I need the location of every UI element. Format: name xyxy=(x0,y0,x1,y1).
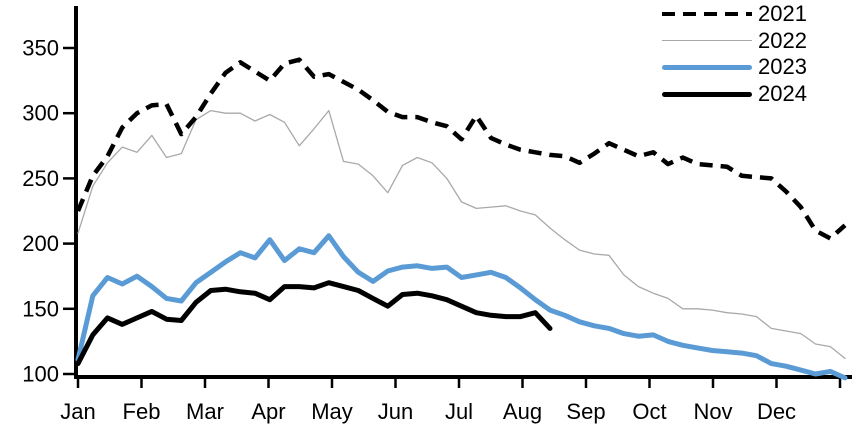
legend-item-2021: 2021 xyxy=(662,1,807,28)
y-tick-label: 250 xyxy=(22,166,59,191)
legend-item-2024: 2024 xyxy=(662,81,807,108)
legend-label-2024: 2024 xyxy=(758,81,807,107)
y-tick-label: 100 xyxy=(22,362,59,387)
x-tick-label: Dec xyxy=(757,399,796,424)
series-line-2021 xyxy=(75,57,847,241)
legend-sample-2021 xyxy=(662,12,752,17)
y-tick-label: 200 xyxy=(22,231,59,256)
x-tick-label: Sep xyxy=(566,399,605,424)
x-tick-label: Mar xyxy=(186,399,224,424)
y-tick-label: 300 xyxy=(22,101,59,126)
legend-label-2023: 2023 xyxy=(758,54,807,80)
x-tick-label: Aug xyxy=(503,399,542,424)
x-tick-label: Apr xyxy=(251,399,285,424)
x-tick-label: May xyxy=(311,399,353,424)
legend-sample-2022 xyxy=(662,40,752,42)
legend-label-2021: 2021 xyxy=(758,1,807,27)
legend: 2021 2022 2023 2024 xyxy=(662,1,807,107)
x-tick-label: Jun xyxy=(378,399,413,424)
y-tick-label: 350 xyxy=(22,36,59,61)
series-line-2022 xyxy=(77,109,846,360)
series-line-2023 xyxy=(75,233,848,381)
y-tick-label: 150 xyxy=(22,296,59,321)
series-line-2024 xyxy=(75,280,553,367)
x-tick-label: Feb xyxy=(123,399,161,424)
x-tick-label: Jul xyxy=(445,399,473,424)
legend-item-2023: 2023 xyxy=(662,54,807,81)
x-tick-label: Oct xyxy=(632,399,666,424)
legend-sample-2024 xyxy=(662,91,752,97)
legend-label-2022: 2022 xyxy=(758,27,807,53)
x-tick-label: Nov xyxy=(693,399,732,424)
legend-item-2022: 2022 xyxy=(662,28,807,55)
x-tick-label: Jan xyxy=(60,399,95,424)
legend-sample-2023 xyxy=(662,64,752,70)
